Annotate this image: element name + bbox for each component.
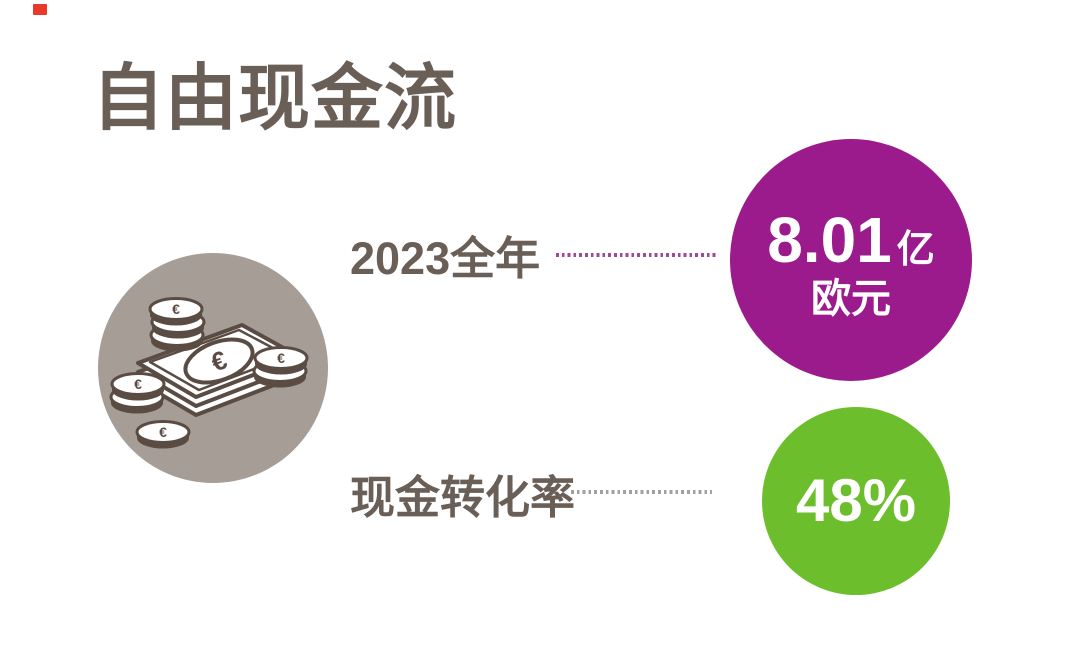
svg-text:€: € <box>277 350 285 366</box>
metric-circle-fcf: 8.01 亿 欧元 <box>730 139 972 381</box>
metric-label-conversion: 现金转化率 <box>350 472 576 523</box>
metric-label-2023: 2023全年 <box>350 233 541 284</box>
fcf-currency: 欧元 <box>811 277 891 321</box>
conversion-value: 48% <box>795 467 917 534</box>
metric-circle-conversion: 48% <box>762 407 950 595</box>
dotted-leader-line-2 <box>571 490 712 494</box>
red-corner-mark <box>33 4 47 15</box>
fcf-value-line: 8.01 亿 <box>767 208 935 272</box>
fcf-unit: 亿 <box>896 229 935 271</box>
svg-text:€: € <box>172 301 180 317</box>
dotted-leader-line-1 <box>556 253 717 257</box>
page-title: 自由现金流 <box>92 59 458 139</box>
svg-text:€: € <box>159 424 167 440</box>
money-cash-icon: € € € € <box>98 253 328 483</box>
fcf-value: 8.01 <box>767 204 892 276</box>
money-cash-illustration: € € € € <box>98 253 328 483</box>
svg-text:€: € <box>134 376 142 392</box>
